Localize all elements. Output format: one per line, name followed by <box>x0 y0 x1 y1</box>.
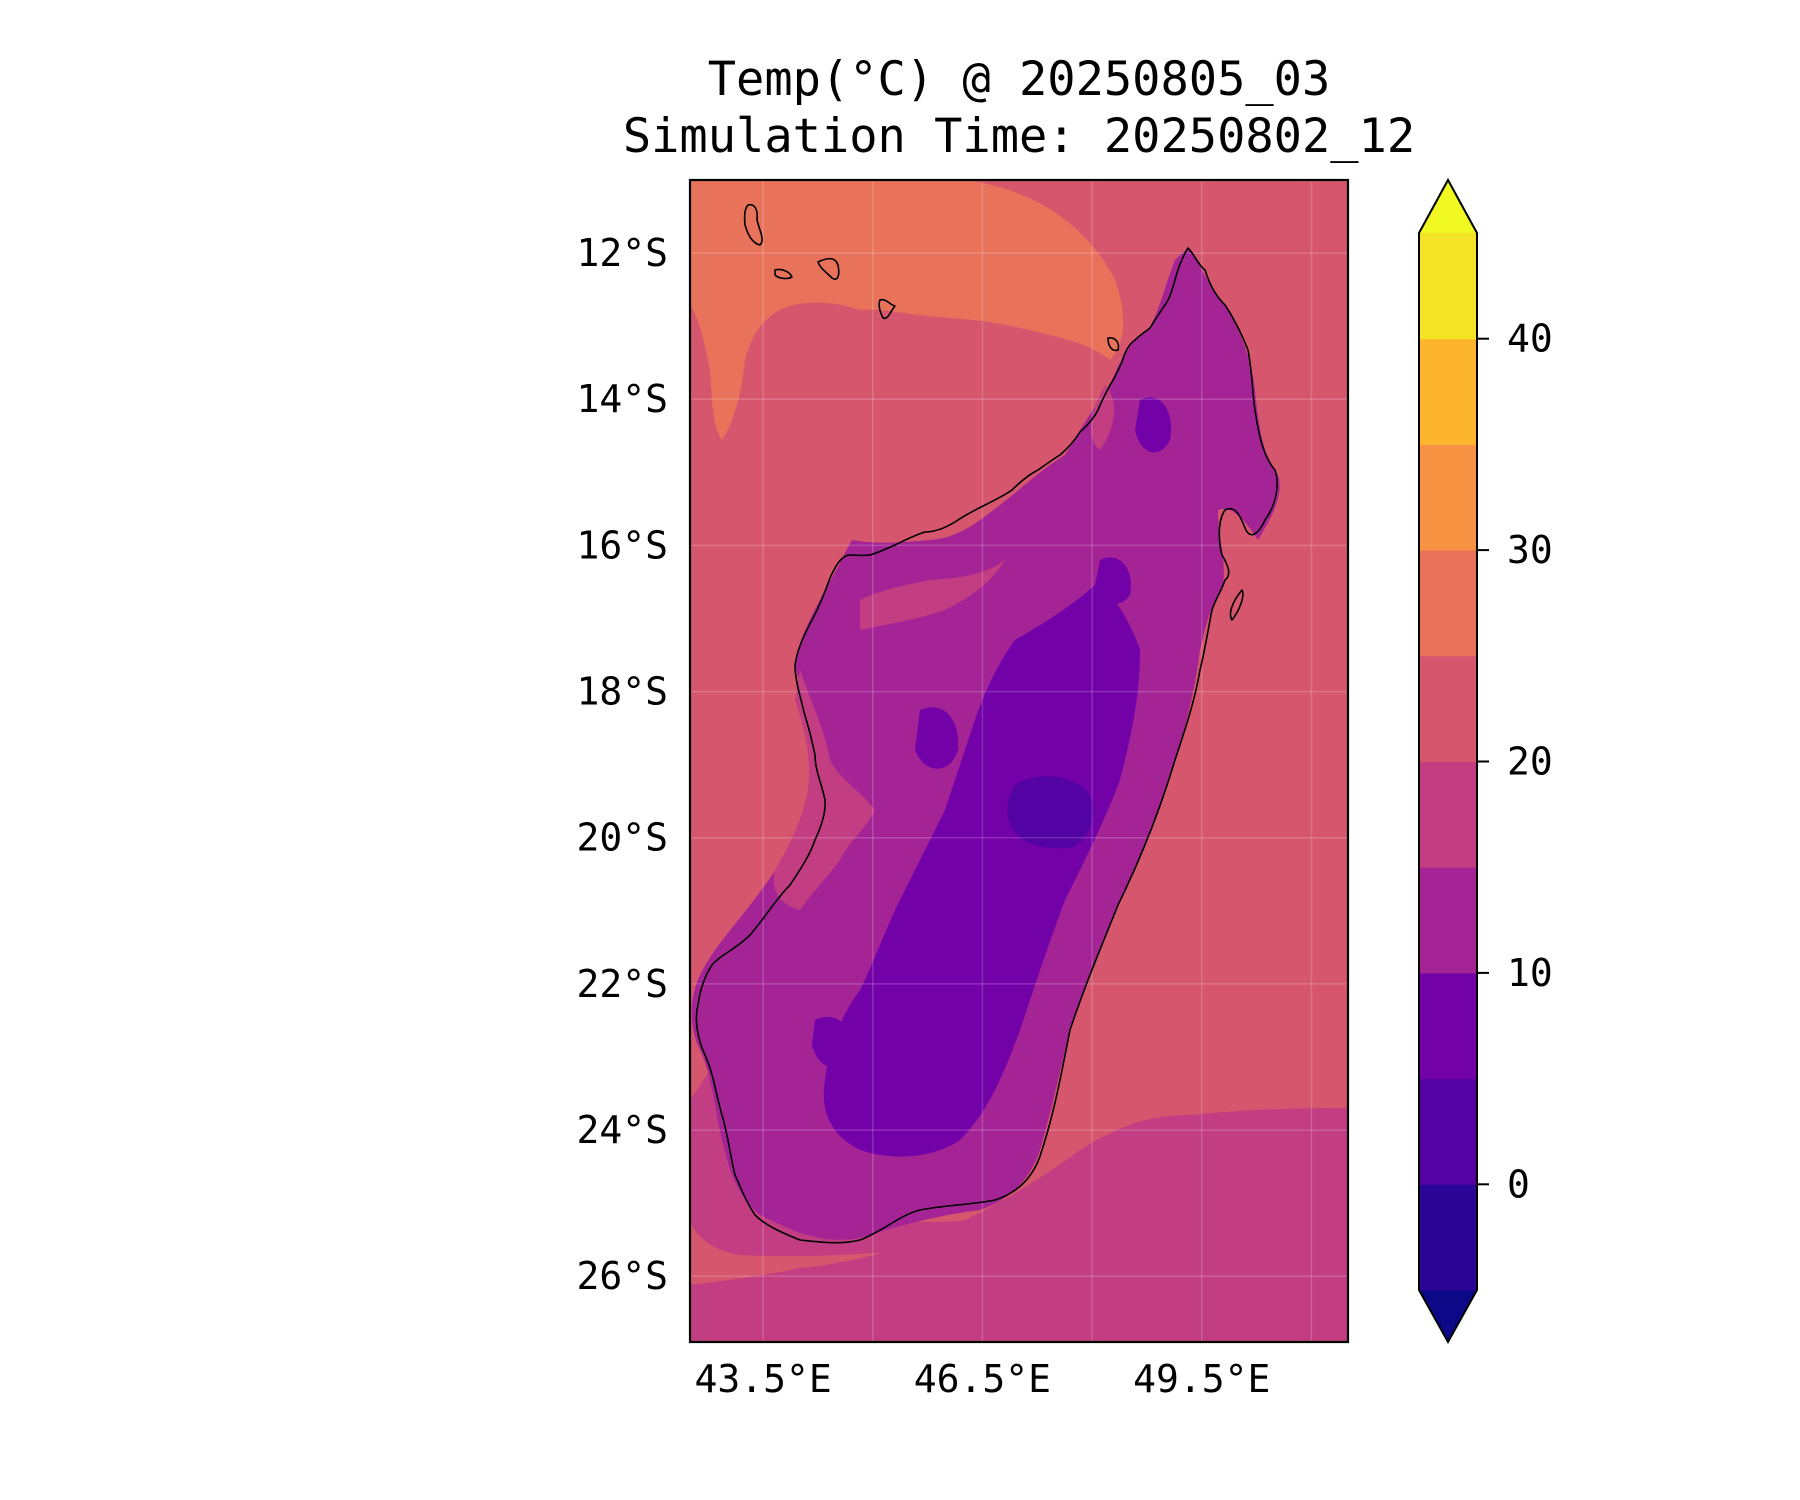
colorbar-segment <box>1419 233 1477 340</box>
map-title-line2: Simulation Time: 20250802_12 <box>623 109 1415 164</box>
colorbar-segment <box>1419 1184 1477 1291</box>
x-tick-label: 46.5°E <box>914 1357 1051 1401</box>
colorbar-segment <box>1419 867 1477 974</box>
x-tick-label: 43.5°E <box>694 1357 831 1401</box>
colorbar-segment <box>1419 338 1477 445</box>
y-tick-label: 20°S <box>576 816 668 860</box>
land-cold-field <box>1135 397 1171 453</box>
ocean-hot-band <box>690 180 1124 440</box>
colorbar-segment <box>1419 550 1477 657</box>
colorbar-segment <box>1419 444 1477 551</box>
comoros-island <box>817 257 840 280</box>
colorbar-segment <box>1419 655 1477 762</box>
y-tick-label: 18°S <box>576 670 668 714</box>
colorbar: 0 10 20 30 40 <box>1418 177 1553 1345</box>
madagascar-coastline <box>695 247 1278 1244</box>
comoros-island <box>774 268 793 280</box>
land-cold-field <box>915 707 959 769</box>
colorbar-tick-label: 30 <box>1507 528 1553 572</box>
mayotte-island <box>878 298 896 320</box>
grid-lines <box>690 180 1348 1342</box>
colorbar-extend-max <box>1419 180 1477 233</box>
land-cold-field <box>823 580 1140 1157</box>
colorbar-tick-label: 10 <box>1507 951 1553 995</box>
land-coastal-band <box>1090 385 1115 450</box>
land-cold-field <box>812 1016 851 1068</box>
y-tick-label: 12°S <box>576 231 668 275</box>
y-tick-label: 16°S <box>576 523 668 567</box>
land-coastal-band <box>860 560 1005 630</box>
land-cold-field <box>1095 557 1131 604</box>
colorbar-tick-label: 20 <box>1507 740 1553 784</box>
comoros-island <box>743 203 763 246</box>
sainte-marie-island <box>1229 589 1244 621</box>
y-tick-label: 22°S <box>576 962 668 1006</box>
nosy-be-island <box>1107 337 1120 352</box>
ocean-cool-south <box>690 1108 1348 1342</box>
y-tick-label: 24°S <box>576 1108 668 1152</box>
y-tick-label: 14°S <box>576 377 668 421</box>
x-tick-label: 49.5°E <box>1133 1357 1270 1401</box>
ocean-hot-patch <box>700 239 731 280</box>
colorbar-tick-label: 40 <box>1507 317 1553 361</box>
colorbar-segment <box>1419 1078 1477 1185</box>
colorbar-tick-label: 0 <box>1507 1162 1530 1206</box>
colorbar-segment <box>1419 761 1477 868</box>
x-axis: 43.5°E 46.5°E 49.5°E <box>694 1357 1270 1401</box>
map-title-line1: Temp(°C) @ 20250805_03 <box>708 52 1331 107</box>
colorbar-segment <box>1419 972 1477 1080</box>
y-tick-label: 26°S <box>576 1254 668 1298</box>
map-area <box>690 180 1348 1342</box>
map-frame <box>688 178 1350 1344</box>
colorbar-extend-min <box>1419 1290 1477 1342</box>
y-axis: 12°S 14°S 16°S 18°S 20°S 22°S 24°S 26°S <box>576 231 668 1298</box>
land-coastal-band <box>773 670 875 910</box>
land-coldest-field <box>1007 776 1094 849</box>
colorbar-outline <box>1418 177 1478 1345</box>
